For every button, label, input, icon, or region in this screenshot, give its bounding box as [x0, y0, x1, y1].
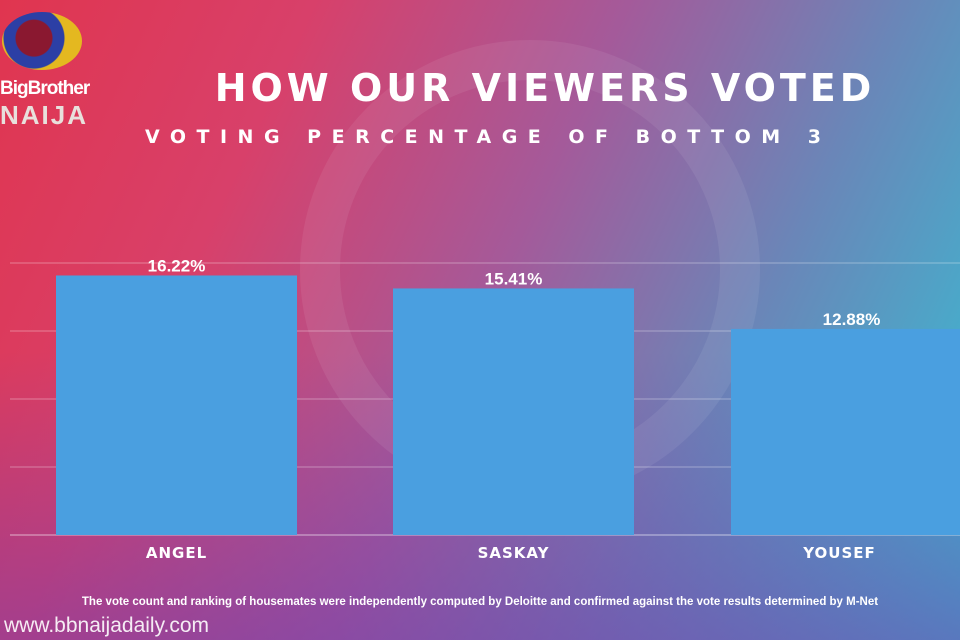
eye-logo-icon	[2, 12, 82, 70]
x-tick-label: YOUSEF	[802, 544, 876, 562]
x-tick-label: ANGEL	[146, 544, 207, 562]
chart-subtitle: VOTING PERCENTAGE OF BOTTOM 3	[145, 126, 832, 148]
x-tick-label: SASKAY	[478, 544, 550, 562]
watermark-url: www.bbnaijadaily.com	[4, 614, 210, 637]
data-label: 16.22%	[148, 256, 206, 275]
footer-note: The vote count and ranking of housemates…	[81, 596, 879, 608]
bar-saskay	[393, 288, 634, 535]
data-label: 15.41%	[485, 269, 543, 288]
bar-yousef	[731, 328, 960, 535]
data-label: 12.88%	[823, 310, 881, 329]
chart-title: HOW OUR VIEWERS VOTED	[214, 66, 876, 110]
bar-angel	[56, 275, 297, 535]
big-brother-naija-logo: BigBrother NAIJA	[0, 0, 120, 130]
